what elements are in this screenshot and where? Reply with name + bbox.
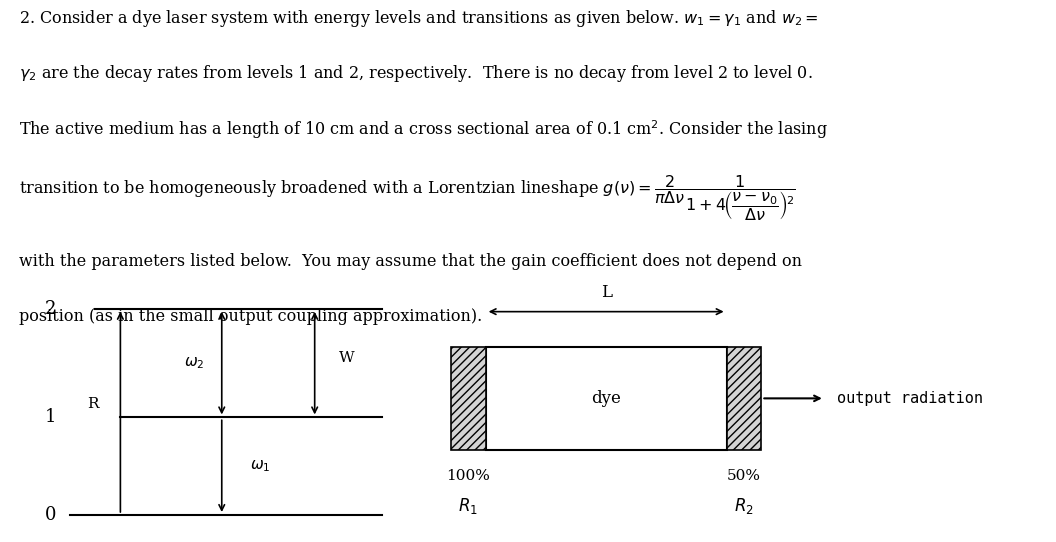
Text: 0: 0 bbox=[45, 506, 56, 524]
Text: The active medium has a length of 10 cm and a cross sectional area of 0.1 cm$^2$: The active medium has a length of 10 cm … bbox=[19, 118, 828, 141]
Text: dye: dye bbox=[591, 390, 621, 407]
Text: 50%: 50% bbox=[727, 469, 761, 483]
Text: position (as in the small output coupling approximation).: position (as in the small output couplin… bbox=[19, 308, 483, 325]
Text: 2. Consider a dye laser system with energy levels and transitions as given below: 2. Consider a dye laser system with ener… bbox=[19, 9, 818, 29]
Bar bbox=[486, 347, 727, 450]
Text: $R_2$: $R_2$ bbox=[734, 496, 754, 516]
Text: output radiation: output radiation bbox=[837, 391, 983, 406]
Text: $\omega_2$: $\omega_2$ bbox=[184, 356, 205, 371]
Text: 100%: 100% bbox=[447, 469, 490, 483]
Text: 1: 1 bbox=[45, 408, 56, 427]
Text: with the parameters listed below.  You may assume that the gain coefficient does: with the parameters listed below. You ma… bbox=[19, 253, 802, 270]
Text: transition to be homogeneously broadened with a Lorentzian lineshape $g\left(\nu: transition to be homogeneously broadened… bbox=[19, 173, 796, 223]
Text: L: L bbox=[601, 284, 611, 301]
Bar bbox=[727, 347, 761, 450]
Text: $\gamma_2$ are the decay rates from levels 1 and 2, respectively.  There is no d: $\gamma_2$ are the decay rates from leve… bbox=[19, 63, 813, 85]
Bar bbox=[451, 347, 486, 450]
Text: $\omega_1$: $\omega_1$ bbox=[249, 459, 270, 474]
Text: $R_1$: $R_1$ bbox=[458, 496, 478, 516]
Text: 2: 2 bbox=[45, 300, 56, 318]
Text: R: R bbox=[88, 397, 98, 411]
Text: W: W bbox=[339, 351, 354, 365]
